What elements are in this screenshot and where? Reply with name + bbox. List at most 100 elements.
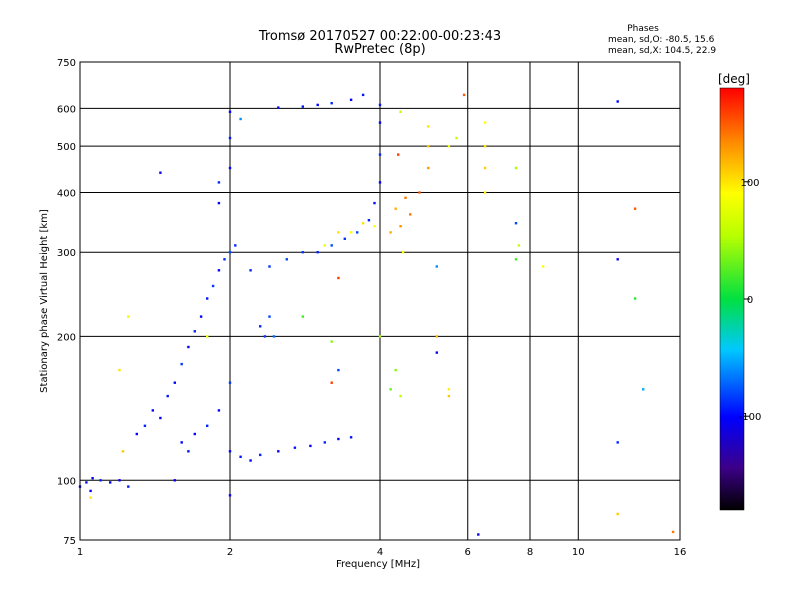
data-point [206,297,209,300]
colorbar-ticks: 100 0 -100 [739,178,762,423]
data-point [118,479,121,482]
data-point [173,479,176,482]
data-point [217,269,221,272]
data-point [642,388,645,391]
data-point [356,231,359,234]
chart-title: Tromsø 20170527 00:22:00-00:23:43 [258,29,501,44]
x-tick-label: 8 [527,547,533,558]
data-point [259,325,262,328]
data-point [378,103,382,107]
data-point [394,207,397,210]
x-tick-label: 6 [465,547,471,558]
data-point [389,388,392,391]
data-point [378,153,382,156]
data-point [228,136,232,140]
data-point [259,453,262,457]
data-point [143,424,147,427]
phase-info-o: mean, sd,O: -80.5, 15.6 [608,35,715,45]
data-point [193,432,196,436]
y-tick-label: 300 [57,248,76,259]
data-point [394,368,397,372]
data-point [180,362,183,366]
data-point [447,145,451,148]
data-point [217,201,221,205]
data-point [151,409,154,412]
data-point [435,351,438,354]
data-point [330,381,333,384]
data-point [277,450,280,453]
colorbar-label: [deg] [718,72,750,86]
data-point [239,117,242,121]
data-point [109,481,112,484]
data-point [337,437,340,441]
y-tick-label: 200 [57,332,76,343]
data-point [455,136,458,140]
y-tick-label: 500 [57,142,76,153]
data-point [633,297,637,300]
data-point [514,258,518,261]
data-point [121,450,125,453]
data-point [228,381,232,384]
data-point [447,388,451,391]
data-point [378,121,382,124]
data-point [268,315,271,318]
data-point [399,110,402,113]
data-point [616,441,619,444]
data-point [223,258,226,261]
data-point [277,106,280,109]
colorbar-tick-label: 100 [740,178,759,189]
y-tick-label: 100 [57,476,76,487]
data-point [285,258,288,261]
data-point [399,225,402,228]
data-point [187,450,190,453]
data-point [462,93,466,97]
data-point [404,196,407,199]
data-point [483,121,487,124]
data-point [427,125,430,128]
x-axis-label: Frequency [MHz] [336,559,420,570]
data-point [268,265,271,268]
data-point [323,244,326,247]
data-point [272,335,276,338]
x-tick-label: 2 [227,547,233,558]
y-tick-label: 75 [63,536,76,547]
data-point [541,265,545,268]
phase-info-x: mean, sd,X: 104.5, 22.9 [608,46,716,56]
data-point [249,269,252,272]
y-axis-label: Stationary phase Virtual Height [km] [39,209,50,393]
phase-info-heading: Phases [627,24,659,34]
data-point [349,231,353,234]
data-point [616,512,619,516]
data-point [435,265,438,268]
data-point [118,368,121,372]
data-point [234,244,237,247]
data-point [316,103,319,107]
data-point [483,166,487,170]
x-tick-label: 4 [377,547,383,558]
data-point [228,450,232,453]
data-point [616,100,619,103]
data-point [401,251,405,254]
data-points [78,93,675,536]
grid-lines [80,62,680,540]
data-point [217,409,221,412]
data-point [127,315,130,318]
data-point [159,416,162,420]
x-tick-label: 16 [674,547,687,558]
data-point [337,231,340,234]
data-point [514,166,518,170]
data-point [249,459,252,462]
data-point [316,251,319,254]
data-point [85,481,88,484]
data-point [301,105,304,108]
data-point [514,222,518,225]
data-point [367,219,371,222]
y-tick-label: 600 [57,104,76,115]
data-point [361,222,365,225]
data-point [483,191,487,194]
data-point [89,489,92,493]
data-point [228,251,232,254]
data-point [447,394,451,398]
data-point [228,110,232,113]
data-point [330,244,333,247]
